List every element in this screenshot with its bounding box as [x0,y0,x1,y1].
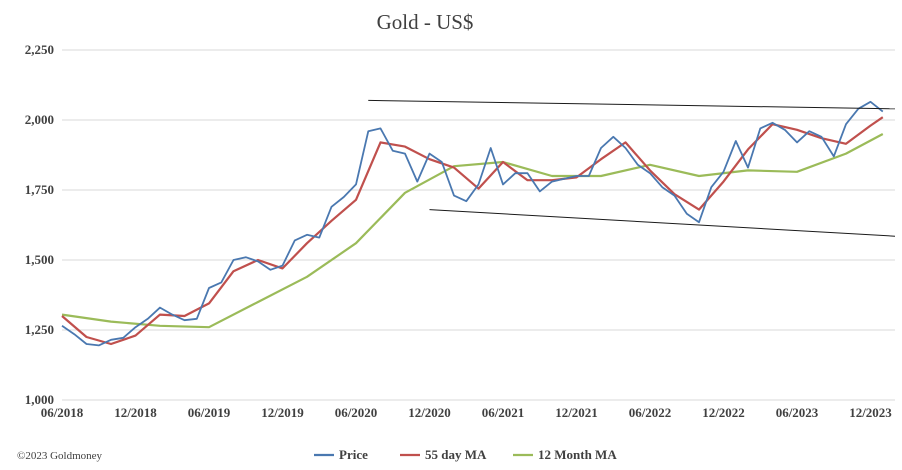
x-tick-label: 06/2020 [335,405,378,420]
price-line [61,100,884,347]
chart-title: Gold - US$ [377,10,474,34]
y-axis-labels: 1,000 1,250 1,500 1,750 2,000 2,250 [25,42,54,407]
x-tick-label: 06/2021 [482,405,525,420]
x-tick-label: 12/2021 [555,405,598,420]
legend-item-55-day-ma: 55 day MA [400,447,487,462]
y-tick-label: 1,000 [25,392,54,407]
x-tick-label: 06/2022 [629,405,672,420]
y-tick-label: 2,250 [25,42,54,57]
legend: Price 55 day MA 12 Month MA [314,447,617,462]
x-tick-label: 06/2023 [776,405,819,420]
series-lines [61,100,884,347]
x-axis-labels: 06/2018 12/2018 06/2019 12/2019 06/2020 12/20… [41,405,893,420]
x-tick-label: 12/2022 [702,405,745,420]
x-tick-label: 12/2018 [114,405,157,420]
trend-lines [368,99,896,237]
y-tick-label: 1,250 [25,322,54,337]
x-tick-label: 12/2019 [261,405,304,420]
x-tick-label: 06/2018 [41,405,84,420]
grid-lines [62,49,895,401]
x-tick-label: 06/2019 [188,405,231,420]
ma55-line [61,116,884,346]
lower-trendline [429,209,896,237]
legend-label: 12 Month MA [538,447,617,462]
copyright-text: ©2023 Goldmoney [17,450,103,462]
y-tick-label: 2,000 [25,112,54,127]
y-tick-label: 1,750 [25,182,54,197]
x-tick-label: 12/2023 [849,405,892,420]
upper-trendline [368,99,896,110]
legend-item-12-month-ma: 12 Month MA [513,447,617,462]
y-tick-label: 1,500 [25,252,54,267]
legend-label: 55 day MA [425,447,487,462]
legend-label: Price [339,447,368,462]
legend-item-price: Price [314,447,368,462]
x-tick-label: 12/2020 [408,405,451,420]
ma12m-line [61,133,884,329]
